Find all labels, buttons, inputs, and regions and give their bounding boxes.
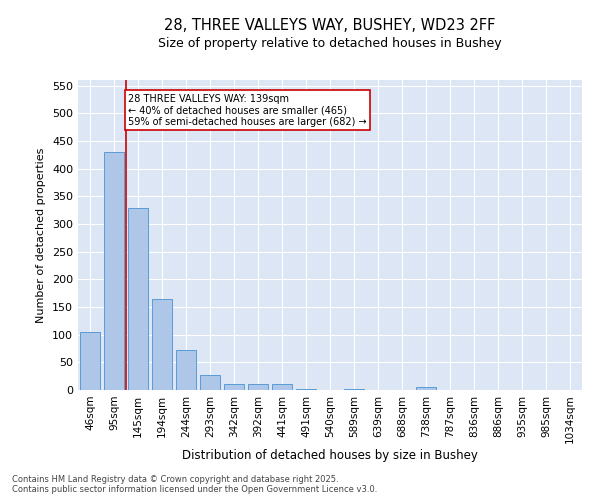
Bar xyxy=(80,332,100,390)
Y-axis label: Number of detached properties: Number of detached properties xyxy=(37,148,46,322)
X-axis label: Distribution of detached houses by size in Bushey: Distribution of detached houses by size … xyxy=(182,449,478,462)
Bar xyxy=(248,384,268,390)
Bar xyxy=(200,374,220,390)
Bar xyxy=(296,389,316,390)
Text: 28 THREE VALLEYS WAY: 139sqm
← 40% of detached houses are smaller (465)
59% of s: 28 THREE VALLEYS WAY: 139sqm ← 40% of de… xyxy=(128,94,367,127)
Text: Contains HM Land Registry data © Crown copyright and database right 2025.: Contains HM Land Registry data © Crown c… xyxy=(12,475,338,484)
Bar xyxy=(104,152,124,390)
Bar xyxy=(416,387,436,390)
Bar xyxy=(272,384,292,390)
Bar xyxy=(176,350,196,390)
Bar xyxy=(224,384,244,390)
Text: Contains public sector information licensed under the Open Government Licence v3: Contains public sector information licen… xyxy=(12,485,377,494)
Text: 28, THREE VALLEYS WAY, BUSHEY, WD23 2FF: 28, THREE VALLEYS WAY, BUSHEY, WD23 2FF xyxy=(164,18,496,32)
Text: Size of property relative to detached houses in Bushey: Size of property relative to detached ho… xyxy=(158,38,502,51)
Bar xyxy=(152,298,172,390)
Bar xyxy=(128,208,148,390)
Bar xyxy=(344,389,364,390)
